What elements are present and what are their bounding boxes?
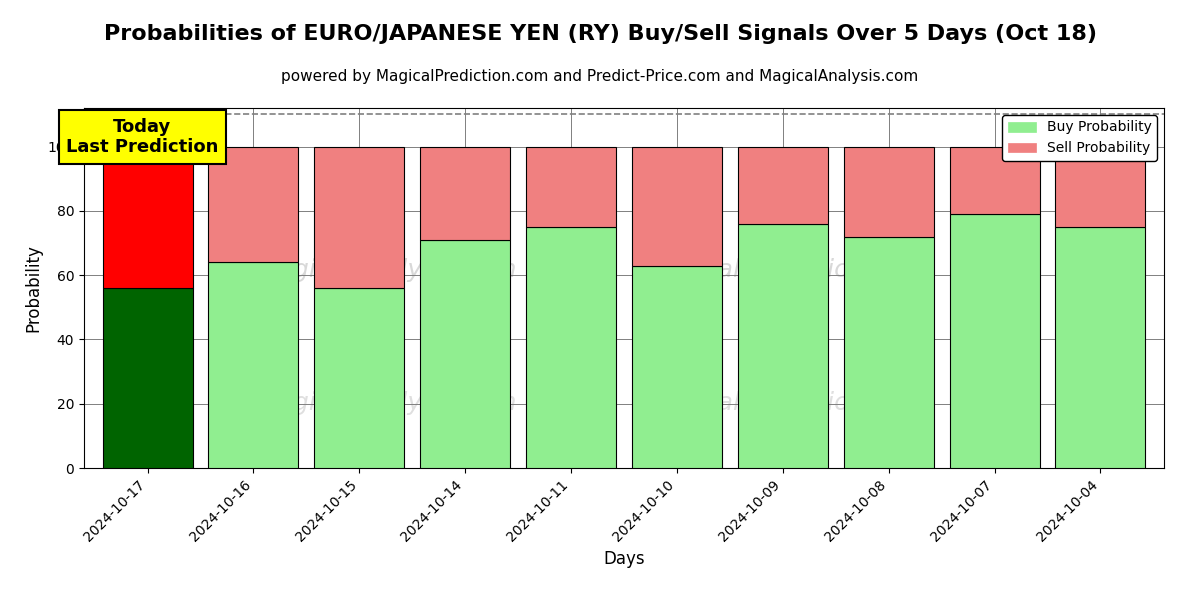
Bar: [1056, 227, 1146, 468]
Text: MagicalPrediction.com: MagicalPrediction.com: [644, 391, 928, 415]
Bar: [314, 288, 404, 468]
Bar: [949, 214, 1039, 468]
Bar: [314, 146, 404, 288]
Text: MagicalPrediction.com: MagicalPrediction.com: [644, 258, 928, 282]
Text: powered by MagicalPrediction.com and Predict-Price.com and MagicalAnalysis.com: powered by MagicalPrediction.com and Pre…: [281, 69, 919, 84]
Bar: [526, 227, 616, 468]
Legend: Buy Probability, Sell Probability: Buy Probability, Sell Probability: [1002, 115, 1157, 161]
Text: MagicalAnalysis.com: MagicalAnalysis.com: [256, 391, 517, 415]
Text: Probabilities of EURO/JAPANESE YEN (RY) Buy/Sell Signals Over 5 Days (Oct 18): Probabilities of EURO/JAPANESE YEN (RY) …: [103, 24, 1097, 44]
Bar: [844, 236, 934, 468]
Bar: [844, 146, 934, 236]
X-axis label: Days: Days: [604, 550, 644, 568]
Bar: [420, 240, 510, 468]
Bar: [632, 146, 722, 265]
Bar: [632, 265, 722, 468]
Y-axis label: Probability: Probability: [24, 244, 42, 332]
Bar: [1056, 146, 1146, 227]
Bar: [102, 288, 192, 468]
Bar: [102, 146, 192, 288]
Bar: [949, 146, 1039, 214]
Bar: [209, 262, 299, 468]
Text: MagicalAnalysis.com: MagicalAnalysis.com: [256, 258, 517, 282]
Bar: [420, 146, 510, 240]
Bar: [738, 146, 828, 224]
Bar: [526, 146, 616, 227]
Bar: [738, 224, 828, 468]
Bar: [209, 146, 299, 262]
Text: Today
Last Prediction: Today Last Prediction: [66, 118, 218, 157]
